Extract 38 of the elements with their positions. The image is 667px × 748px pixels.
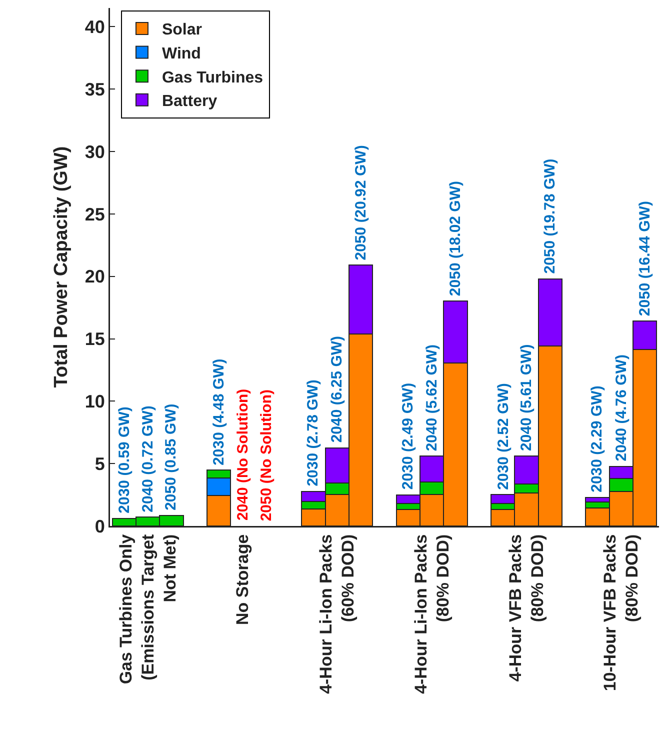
total-label: 2040 (4.76 GW) xyxy=(613,354,630,462)
legend-label: Gas Turbines xyxy=(162,69,264,86)
x-tick-label: 4-Hour Li-Ion Packs (60% DOD) xyxy=(316,534,358,694)
x-tick-label: 4-Hour VFB Packs (80% DOD) xyxy=(506,534,548,682)
total-label: 2030 (4.48 GW) xyxy=(210,358,228,466)
x-tick-label: No Storage xyxy=(233,534,252,625)
x-tick-label: Gas Turbines Only (Emissions Target Not Met) xyxy=(116,534,180,684)
legend-label: Battery xyxy=(162,93,218,110)
y-axis-title: Total Power Capacity (GW) xyxy=(50,146,72,388)
total-label: 2030 (2.78 GW) xyxy=(304,380,322,486)
total-label: 2040 (6.25 GW) xyxy=(328,336,346,443)
y-tick-label: 20 xyxy=(84,266,105,287)
y-tick-label: 5 xyxy=(94,454,105,474)
annotation: 2040 (No Solution) xyxy=(234,388,252,521)
y-tick-label: 15 xyxy=(84,329,105,350)
legend-label: Wind xyxy=(162,46,201,63)
total-label: 2050 (19.78 GW) xyxy=(542,158,559,274)
y-tick-label: 35 xyxy=(84,79,105,100)
y-tick-label: 40 xyxy=(84,17,105,38)
y-tick-label: 30 xyxy=(84,142,105,162)
x-tick-label: 10-Hour VFB Packs (80% DOD) xyxy=(600,534,642,692)
total-label: 2050 (16.44 GW) xyxy=(636,201,654,316)
y-tick-label: 0 xyxy=(94,516,105,536)
total-label: 2030 (2.29 GW) xyxy=(588,386,606,492)
total-label: 2050 (20.92 GW) xyxy=(352,145,370,260)
total-label: 2050 (18.02 GW) xyxy=(446,181,464,296)
total-label: 2040 (0.72 GW) xyxy=(139,406,156,512)
total-label: 2040 (5.62 GW) xyxy=(423,344,440,452)
y-tick-label: 25 xyxy=(84,204,105,224)
annotation: 2050 (No Solution) xyxy=(258,389,276,522)
x-tick-label: 4-Hour Li-Ion Packs (80% DOD) xyxy=(411,534,452,694)
y-tick-label: 10 xyxy=(84,391,105,412)
legend-label: Solar xyxy=(162,22,202,39)
total-label: 2030 (0.59 GW) xyxy=(116,406,134,514)
total-label: 2030 (2.49 GW) xyxy=(400,382,417,490)
total-label: 2040 (5.61 GW) xyxy=(518,344,535,451)
total-label: 2030 (2.52 GW) xyxy=(494,383,512,490)
total-label: 2050 (0.85 GW) xyxy=(162,404,180,510)
